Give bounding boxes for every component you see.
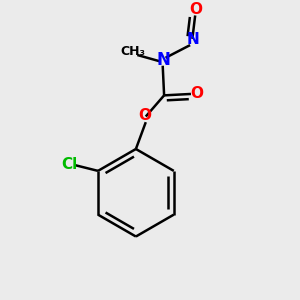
Text: N: N — [157, 50, 170, 68]
Text: N: N — [187, 32, 200, 47]
Text: O: O — [190, 85, 204, 100]
Text: CH₃: CH₃ — [121, 45, 146, 58]
Text: Cl: Cl — [61, 157, 77, 172]
Text: O: O — [189, 2, 202, 17]
Text: O: O — [139, 108, 152, 123]
